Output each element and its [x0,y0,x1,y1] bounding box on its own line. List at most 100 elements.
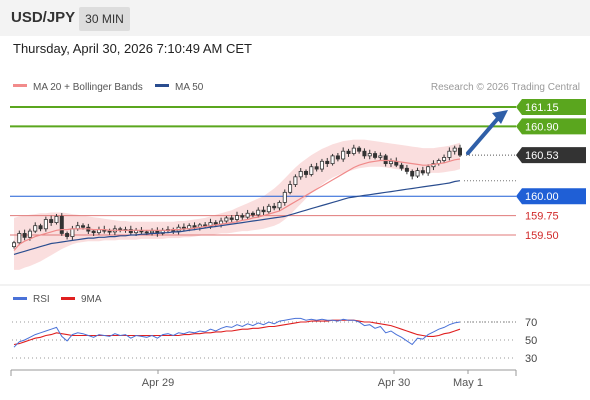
watermark-text: Research © 2026 Trading Central [431,82,580,93]
candle-body [420,170,425,174]
candle-body [49,219,54,223]
candle-body [447,150,452,158]
candle-8 [54,213,59,225]
candle-body [250,212,255,216]
candle-body [351,147,356,154]
header-bar: USD/JPY 30 MIN [0,0,590,36]
forecast-arrow-head [492,110,508,124]
candle-34 [192,222,197,231]
level-tag-161.15 [516,99,586,115]
candle-body [38,225,43,230]
candle-47 [261,206,266,216]
candle-body [388,160,393,165]
candle-42 [234,211,239,223]
candle-43 [240,213,245,221]
candle-body [288,184,293,193]
candle-body [304,170,309,175]
candle-body [367,153,372,157]
rsi-tick-70: 70 [525,317,537,329]
candle-51 [282,189,287,206]
x-label-2: May 1 [453,377,483,389]
candle-65 [357,146,362,154]
candle-body [65,233,70,237]
candle-body [298,170,303,178]
rsi-tick-30: 30 [525,353,537,365]
candle-body [70,228,75,237]
ma20-line [13,158,461,251]
legend-swatch-0 [13,84,27,87]
candle-body [309,166,314,175]
candle-body [404,167,409,172]
level-tag-160.53 [516,147,586,164]
candle-body [410,170,415,177]
candle-38 [213,220,218,228]
candle-82 [447,147,452,161]
level-value-159.50: 159.50 [525,230,559,242]
level-value-160.53: 160.53 [525,150,559,162]
candle-44 [245,209,250,220]
candle-body [144,231,149,234]
candle-83 [452,145,457,155]
candle-2 [22,229,27,241]
candle-body [59,215,64,234]
candle-58 [319,158,324,172]
candle-77 [420,166,425,176]
candle-body [245,212,250,218]
timeframe-button[interactable]: 30 MIN [79,7,130,31]
candle-body [91,230,96,234]
candle-body [325,160,330,165]
candle-body [341,150,346,160]
candle-body [54,215,59,223]
candle-52 [288,180,293,195]
candle-body [240,215,245,218]
candle-45 [250,211,255,218]
x-label-0: Apr 29 [142,377,174,389]
candle-62 [341,147,346,162]
legend-swatch-1 [155,84,169,87]
candle-body [314,166,319,170]
candle-body [272,205,277,209]
candle-body [346,150,351,154]
candle-74 [404,164,409,175]
candle-63 [346,148,351,157]
candle-68 [373,151,378,160]
candle-body [442,157,447,161]
candle-body [426,166,431,174]
candle-78 [426,164,431,176]
level-value-160.90: 160.90 [525,121,559,133]
candle-body [256,209,261,216]
symbol-title: USD/JPY [11,9,76,26]
candle-body [383,155,388,165]
candle-body [22,233,27,238]
candle-body [415,170,420,177]
candle-body [33,225,38,232]
legend-label-0: MA 20 + Bollinger Bands [33,82,143,93]
candle-56 [309,163,314,177]
legend-label-1: MA 50 [175,82,204,93]
candle-0 [11,240,16,249]
candle-body [330,155,335,165]
x-axis: Apr 29 Apr 30 May 1 [10,369,517,389]
main-legend: MA 20 + Bollinger Bands MA 50 [13,82,204,93]
candle-body [224,217,229,222]
candle-body [378,155,383,158]
candle-body [234,215,239,220]
candle-69 [378,152,383,160]
level-value-161.15: 161.15 [525,102,559,114]
candle-body [373,153,378,158]
candle-body [192,225,197,228]
candle-10 [65,231,70,240]
candle-40 [224,215,229,223]
candle-46 [256,207,261,218]
candle-body [213,222,218,225]
candle-1 [17,230,22,246]
candle-body [293,176,298,185]
rsi-legend-label-0: RSI [33,294,50,305]
datetime-label: Thursday, April 30, 2026 7:10:49 AM CET [13,41,252,56]
candle-57 [314,162,319,172]
candles [11,144,462,249]
candle-4 [33,222,38,234]
forecast-arrow [466,110,508,156]
candle-body [357,147,362,152]
